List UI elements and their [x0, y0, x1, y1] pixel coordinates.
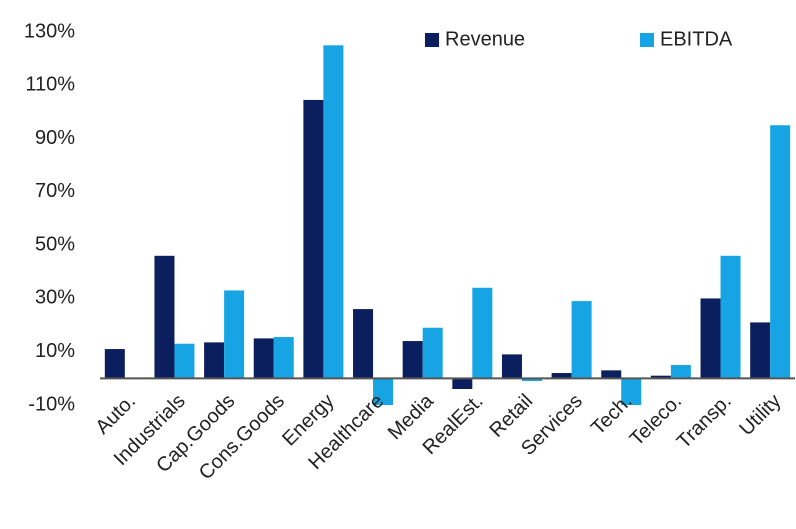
bar: [472, 287, 493, 379]
bar: [452, 378, 473, 390]
bar: [323, 45, 344, 379]
y-tick-label: 130%: [24, 20, 75, 42]
bar: [670, 365, 691, 379]
bar: [204, 342, 225, 379]
bar: [720, 255, 741, 379]
bar: [224, 290, 245, 379]
bar: [353, 309, 374, 379]
bar: [373, 378, 394, 405]
y-tick-label: 90%: [35, 127, 75, 149]
legend-label: EBITDA: [660, 28, 733, 50]
x-tick-label: Utility: [735, 390, 785, 440]
bar: [303, 99, 324, 379]
y-tick-label: 110%: [25, 74, 75, 96]
bar: [154, 255, 175, 379]
bar: [601, 370, 622, 379]
x-tick-label: Transp.: [673, 390, 736, 453]
bar: [253, 338, 274, 379]
legend-swatch: [640, 33, 654, 47]
y-tick-label: 70%: [35, 180, 75, 202]
legend-label: Revenue: [445, 28, 525, 50]
bar: [104, 349, 125, 379]
bar: [750, 322, 771, 379]
bar: [770, 125, 791, 379]
bar: [174, 343, 195, 379]
legend-swatch: [425, 33, 439, 47]
bar: [422, 327, 443, 379]
bar: [551, 373, 572, 379]
y-tick-label: -10%: [28, 393, 75, 415]
bar: [501, 354, 522, 379]
bar: [571, 301, 592, 379]
y-tick-label: 30%: [35, 287, 75, 309]
y-tick-label: 10%: [35, 340, 75, 362]
bar: [273, 337, 294, 379]
bar: [650, 375, 671, 379]
bar: [521, 378, 542, 382]
bar: [621, 378, 642, 405]
bar: [700, 298, 721, 379]
y-tick-label: 50%: [35, 233, 75, 255]
bar: [402, 341, 423, 379]
